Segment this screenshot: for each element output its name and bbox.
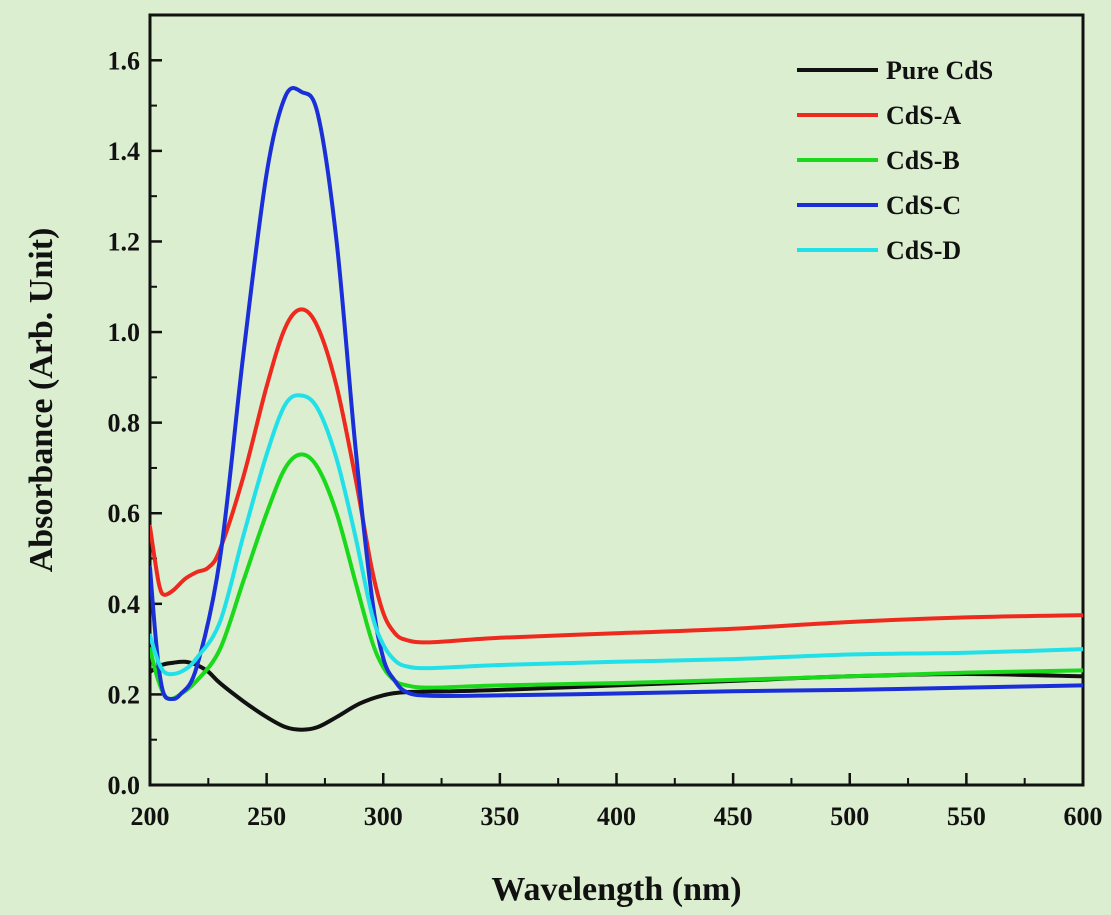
- x-tick-label: 350: [480, 802, 519, 831]
- y-tick-label: 0.4: [108, 590, 141, 619]
- y-axis-title: Absorbance (Arb. Unit): [23, 228, 60, 573]
- y-tick-label: 0.8: [108, 409, 141, 438]
- y-tick-label: 1.6: [108, 46, 141, 75]
- x-tick-label: 500: [830, 802, 869, 831]
- x-tick-label: 450: [714, 802, 753, 831]
- y-axis: 0.0 0.2 0.4 0.6 0.8 1.0 1.2 1.4 1.6: [108, 46, 163, 800]
- y-tick-label: 1.2: [108, 227, 141, 256]
- series-lines: [150, 88, 1083, 730]
- x-tick-label: 550: [947, 802, 986, 831]
- legend-label-cds-d: CdS-D: [886, 236, 961, 265]
- y-tick-label: 0.6: [108, 499, 141, 528]
- legend: Pure CdS CdS-A CdS-B CdS-C CdS-D: [797, 56, 993, 265]
- legend-label-cds-a: CdS-A: [886, 101, 961, 130]
- y-tick-label: 0.2: [108, 680, 141, 709]
- x-axis: 200 250 300 350 400 450 500 550 600: [131, 773, 1103, 831]
- x-tick-label: 400: [597, 802, 636, 831]
- series-line-cds-c: [150, 88, 1083, 699]
- x-tick-label: 300: [364, 802, 403, 831]
- y-tick-label: 1.0: [108, 318, 141, 347]
- series-line-cds-a: [150, 309, 1083, 642]
- x-tick-label: 250: [247, 802, 286, 831]
- x-axis-title: Wavelength (nm): [491, 871, 741, 908]
- y-tick-label: 1.4: [108, 137, 141, 166]
- x-tick-label: 600: [1064, 802, 1103, 831]
- legend-label-cds-b: CdS-B: [886, 146, 960, 175]
- x-tick-label: 200: [131, 802, 170, 831]
- legend-label-cds-c: CdS-C: [886, 191, 961, 220]
- legend-label-pure-cds: Pure CdS: [886, 56, 993, 85]
- y-tick-label: 0.0: [108, 771, 141, 800]
